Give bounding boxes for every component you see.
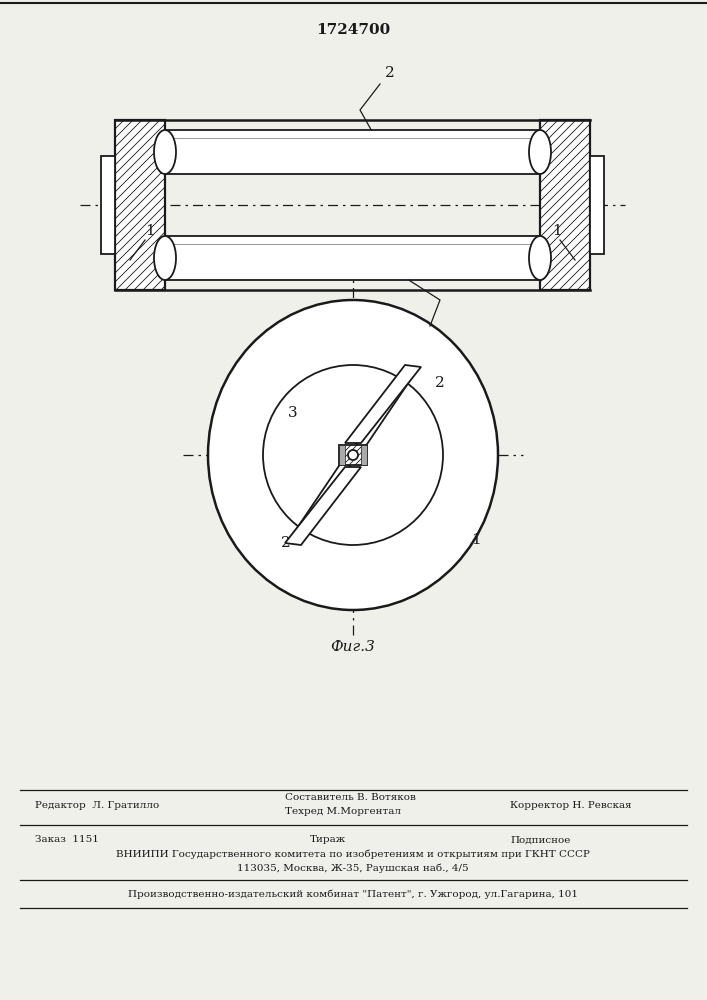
Text: ВНИИПИ Государственного комитета по изобретениям и открытиям при ГКНТ СССР: ВНИИПИ Государственного комитета по изоб…: [116, 849, 590, 859]
Ellipse shape: [529, 236, 551, 280]
Text: A–A: A–A: [339, 258, 366, 272]
Bar: [101, 156, 115, 254]
Bar: [165, 130, 540, 174]
Text: Заказ  1151: Заказ 1151: [35, 836, 99, 844]
Circle shape: [348, 450, 358, 460]
Text: Редактор  Л. Гратилло: Редактор Л. Гратилло: [35, 800, 159, 810]
Text: 113035, Москва, Ж-35, Раушская наб., 4/5: 113035, Москва, Ж-35, Раушская наб., 4/5: [237, 863, 469, 873]
Polygon shape: [285, 467, 361, 545]
Polygon shape: [291, 461, 354, 539]
Text: Тираж: Тираж: [310, 836, 346, 844]
Text: 1: 1: [552, 224, 562, 238]
Bar: [339, 445, 345, 465]
Text: 2: 2: [435, 376, 445, 390]
Ellipse shape: [208, 300, 498, 610]
Polygon shape: [345, 365, 421, 443]
Bar: [165, 236, 540, 280]
Text: Корректор Н. Ревская: Корректор Н. Ревская: [510, 800, 631, 810]
Text: 1: 1: [145, 224, 155, 238]
Bar: [540, 120, 590, 290]
Text: Фиг.3: Фиг.3: [331, 640, 375, 654]
Text: Техред М.Моргентал: Техред М.Моргентал: [285, 808, 401, 816]
Ellipse shape: [154, 236, 176, 280]
Text: 1724700: 1724700: [316, 23, 390, 37]
Text: Подписное: Подписное: [510, 836, 571, 844]
Bar: [590, 156, 604, 254]
Bar: [339, 445, 367, 465]
Text: 2: 2: [281, 536, 291, 550]
Text: Фиг.1: Фиг.1: [330, 325, 375, 339]
Bar: [361, 445, 367, 465]
Ellipse shape: [529, 130, 551, 174]
Bar: [115, 120, 165, 290]
Text: 3: 3: [288, 406, 298, 420]
Text: Составитель В. Вотяков: Составитель В. Вотяков: [285, 794, 416, 802]
Text: Производственно-издательский комбинат "Патент", г. Ужгород, ул.Гагарина, 101: Производственно-издательский комбинат "П…: [128, 889, 578, 899]
Text: 2: 2: [435, 333, 445, 347]
Polygon shape: [352, 371, 415, 449]
Text: 2: 2: [385, 66, 395, 80]
Ellipse shape: [154, 130, 176, 174]
Text: 1: 1: [471, 533, 481, 547]
